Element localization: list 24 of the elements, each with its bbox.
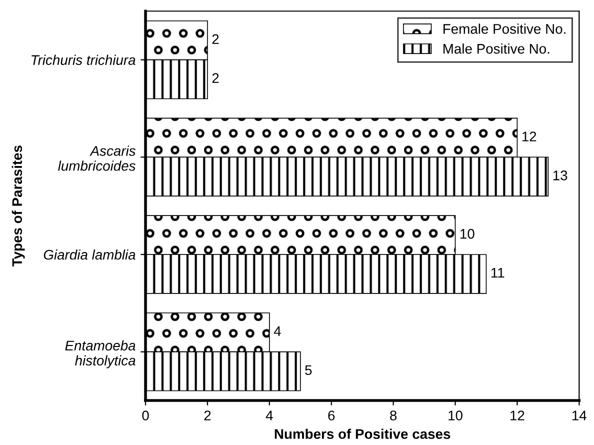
data-label: 11	[491, 268, 504, 278]
x-tick-label: 0	[142, 410, 149, 420]
x-tick-label: 4	[266, 410, 273, 420]
y-tick-label: Giardia lamblia	[44, 249, 136, 260]
y-tick-label: Trichuris trichiura	[32, 54, 136, 65]
x-axis-title: Numbers of Positive cases	[274, 428, 450, 439]
data-label: 2	[212, 34, 219, 44]
x-tick-label: 12	[510, 410, 524, 420]
x-tick-label: 10	[448, 410, 462, 420]
data-label: 12	[522, 132, 536, 142]
y-axis-title: Types of Parasites	[12, 146, 25, 267]
data-label: 4	[274, 326, 281, 336]
data-label: 5	[305, 365, 312, 376]
legend-label: Female Positive No.	[444, 24, 566, 34]
y-tick-label: Entamoeba histolytica	[65, 340, 136, 368]
x-tick-label: 6	[328, 410, 335, 420]
x-tick-label: 2	[204, 410, 211, 420]
data-label: 2	[212, 73, 219, 83]
data-label: 10	[460, 228, 474, 239]
x-tick-label: 14	[572, 410, 586, 420]
data-label: 13	[553, 170, 568, 180]
legend-label: Male Positive No.	[444, 44, 550, 54]
x-tick-label: 8	[390, 410, 397, 420]
y-tick-label: Ascaris lumbricoides	[58, 146, 136, 171]
